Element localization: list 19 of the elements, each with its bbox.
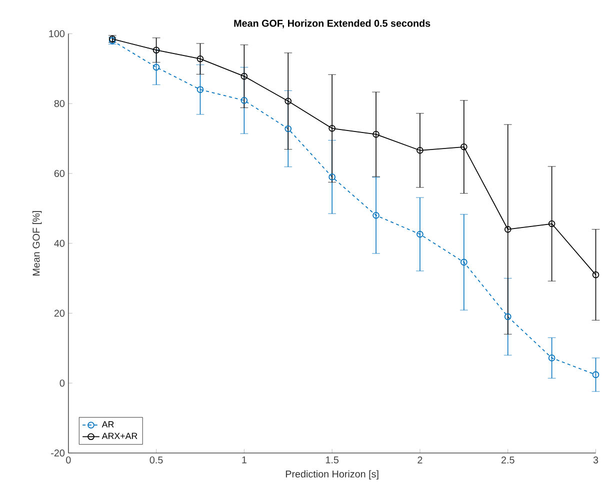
x-tick-label: 2.5 xyxy=(501,456,514,464)
legend-label: AR xyxy=(102,422,114,428)
y-tick-label: 0 xyxy=(60,380,65,387)
x-tick-label: 1 xyxy=(242,456,246,464)
x-tick-label: 1.5 xyxy=(326,456,339,464)
y-tick-label: -20 xyxy=(51,450,65,457)
y-tick-label: 100 xyxy=(49,30,65,38)
y-tick-label: 40 xyxy=(54,240,65,248)
x-axis-title: Prediction Horizon [s] xyxy=(286,470,378,480)
legend-label: ARX+AR xyxy=(102,433,138,440)
y-tick-label: 80 xyxy=(54,100,65,108)
x-tick-label: 2 xyxy=(418,456,422,464)
x-tick-label: 3 xyxy=(593,456,598,464)
chart-title: Mean GOF, Horizon Extended 0.5 seconds xyxy=(234,20,430,28)
x-tick-label: 0.5 xyxy=(150,456,163,464)
y-tick-label: 60 xyxy=(54,170,65,178)
y-axis-title: Mean GOF [%] xyxy=(32,211,42,276)
y-tick-label: 20 xyxy=(54,310,65,317)
x-tick-label: 0 xyxy=(66,456,71,464)
